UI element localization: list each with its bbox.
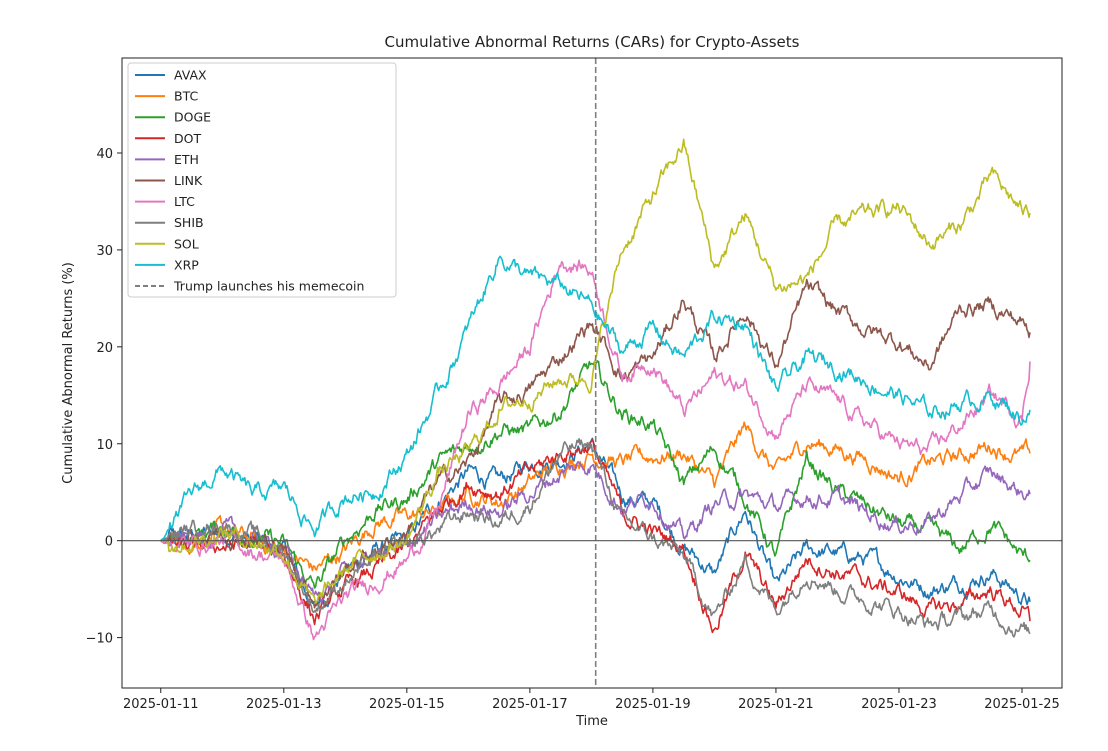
legend-label: SHIB bbox=[174, 215, 204, 230]
legend-box bbox=[127, 62, 397, 298]
y-tick-label: 10 bbox=[96, 438, 113, 453]
x-axis: 2025-01-11 2025-01-13 2025-01-15 2025-01-17… bbox=[123, 688, 1060, 712]
x-tick-label: 2025-01-17 bbox=[492, 697, 568, 712]
legend-label: Trump launches his memecoin bbox=[173, 279, 364, 294]
y-axis-label: Cumulative Abnormal Returns (%) bbox=[61, 262, 76, 484]
series-line-xrp bbox=[160, 255, 1031, 542]
x-tick-label: 2025-01-23 bbox=[861, 697, 937, 712]
legend-label: DOGE bbox=[174, 110, 211, 125]
x-tick-label: 2025-01-15 bbox=[369, 697, 445, 712]
legend-label: AVAX bbox=[174, 68, 207, 83]
legend: AVAX BTC DOGE DOT ETH LINK LTC SHIB SOL XRP Trump … bbox=[127, 62, 397, 298]
y-tick-label: 0 bbox=[105, 535, 113, 550]
legend-label: LTC bbox=[174, 194, 195, 209]
series-line-btc bbox=[160, 421, 1031, 572]
y-tick-label: 20 bbox=[96, 341, 113, 356]
legend-label: ETH bbox=[174, 152, 199, 167]
legend-label: LINK bbox=[174, 173, 203, 188]
x-tick-label: 2025-01-25 bbox=[984, 697, 1060, 712]
annotation-layer bbox=[122, 58, 1062, 688]
x-tick-label: 2025-01-19 bbox=[615, 697, 691, 712]
x-tick-label: 2025-01-21 bbox=[738, 697, 814, 712]
x-tick-label: 2025-01-13 bbox=[246, 697, 322, 712]
x-axis-label: Time bbox=[575, 714, 608, 729]
legend-label: XRP bbox=[174, 257, 199, 272]
y-tick-label: 40 bbox=[96, 147, 113, 162]
legend-label: SOL bbox=[174, 236, 199, 251]
plot-frame bbox=[121, 57, 1063, 689]
legend-label: DOT bbox=[174, 131, 201, 146]
chart-title: Cumulative Abnormal Returns (CARs) for C… bbox=[385, 33, 800, 51]
y-tick-label: −10 bbox=[86, 632, 113, 647]
legend-label: BTC bbox=[174, 89, 198, 104]
y-axis: −10 0 10 20 30 40 bbox=[86, 147, 122, 647]
y-tick-label: 30 bbox=[96, 244, 113, 259]
x-tick-label: 2025-01-11 bbox=[123, 697, 199, 712]
